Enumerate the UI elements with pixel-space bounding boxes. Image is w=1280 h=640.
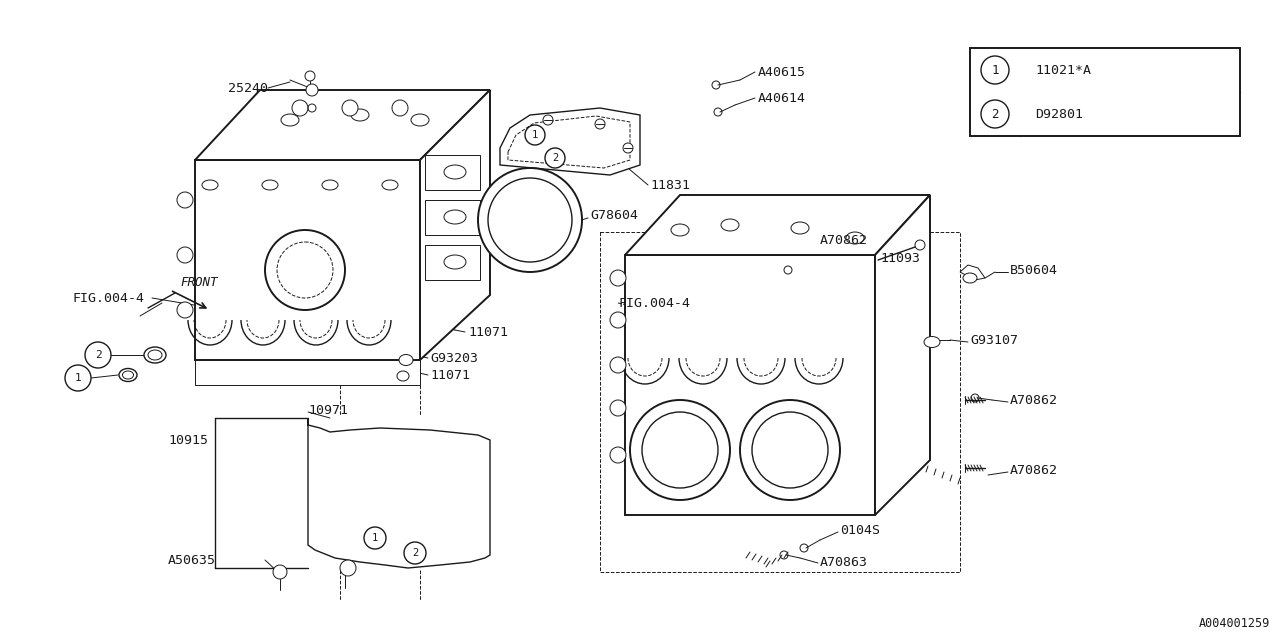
Text: 1: 1 xyxy=(991,63,998,77)
Circle shape xyxy=(404,542,426,564)
Polygon shape xyxy=(308,418,490,568)
Circle shape xyxy=(525,125,545,145)
Text: 11021*A: 11021*A xyxy=(1036,63,1091,77)
Circle shape xyxy=(265,230,346,310)
Bar xyxy=(425,200,480,235)
Ellipse shape xyxy=(397,371,410,381)
Circle shape xyxy=(340,560,356,576)
Circle shape xyxy=(740,400,840,500)
Text: A004001259: A004001259 xyxy=(1199,617,1270,630)
Text: 2: 2 xyxy=(412,548,419,558)
Circle shape xyxy=(177,247,193,263)
Circle shape xyxy=(980,100,1009,128)
Text: FRONT: FRONT xyxy=(180,275,218,289)
Ellipse shape xyxy=(145,347,166,363)
Ellipse shape xyxy=(119,369,137,381)
Text: A70862: A70862 xyxy=(1010,463,1059,477)
Text: A50635: A50635 xyxy=(168,554,216,566)
Ellipse shape xyxy=(924,337,940,348)
Text: A70862: A70862 xyxy=(1010,394,1059,406)
Bar xyxy=(425,155,480,190)
Circle shape xyxy=(611,270,626,286)
Text: 1: 1 xyxy=(372,533,378,543)
Circle shape xyxy=(273,565,287,579)
Circle shape xyxy=(630,400,730,500)
Text: 25240: 25240 xyxy=(228,81,268,95)
Circle shape xyxy=(177,192,193,208)
Text: 1: 1 xyxy=(74,373,82,383)
Circle shape xyxy=(342,100,358,116)
Circle shape xyxy=(611,447,626,463)
Polygon shape xyxy=(960,265,986,280)
Circle shape xyxy=(611,312,626,328)
Text: 10915: 10915 xyxy=(168,433,209,447)
Ellipse shape xyxy=(399,355,413,365)
Text: 11831: 11831 xyxy=(650,179,690,191)
Circle shape xyxy=(623,143,634,153)
Text: 0104S: 0104S xyxy=(840,524,881,536)
Text: D92801: D92801 xyxy=(1036,108,1083,120)
Text: G93203: G93203 xyxy=(430,351,477,365)
Bar xyxy=(970,48,1240,136)
Circle shape xyxy=(543,115,553,125)
Polygon shape xyxy=(420,90,490,360)
Circle shape xyxy=(477,168,582,272)
Text: A70863: A70863 xyxy=(820,556,868,568)
Circle shape xyxy=(611,357,626,373)
Text: B50604: B50604 xyxy=(1010,264,1059,276)
Polygon shape xyxy=(625,195,931,255)
Text: 11093: 11093 xyxy=(881,252,920,264)
Circle shape xyxy=(392,100,408,116)
Text: 10971: 10971 xyxy=(308,403,348,417)
Text: G93107: G93107 xyxy=(970,333,1018,346)
Text: 1: 1 xyxy=(532,130,538,140)
Circle shape xyxy=(292,100,308,116)
Text: 11071: 11071 xyxy=(430,369,470,381)
Polygon shape xyxy=(195,160,420,360)
Text: A40614: A40614 xyxy=(758,92,806,104)
Ellipse shape xyxy=(963,273,977,283)
Circle shape xyxy=(915,240,925,250)
Circle shape xyxy=(305,71,315,81)
Text: 2: 2 xyxy=(95,350,101,360)
Text: 2: 2 xyxy=(991,108,998,120)
Circle shape xyxy=(545,148,564,168)
Text: 11071: 11071 xyxy=(468,326,508,339)
Circle shape xyxy=(84,342,111,368)
Text: A70862: A70862 xyxy=(820,234,868,246)
Text: A40615: A40615 xyxy=(758,65,806,79)
Text: FIG.004-4: FIG.004-4 xyxy=(72,291,145,305)
Polygon shape xyxy=(195,90,490,160)
Circle shape xyxy=(65,365,91,391)
Circle shape xyxy=(177,302,193,318)
Polygon shape xyxy=(500,108,640,175)
Polygon shape xyxy=(195,360,420,385)
Circle shape xyxy=(306,84,317,96)
Polygon shape xyxy=(625,255,876,515)
Text: G78604: G78604 xyxy=(590,209,637,221)
Bar xyxy=(425,245,480,280)
Circle shape xyxy=(611,400,626,416)
Text: FIG.004-4: FIG.004-4 xyxy=(618,296,690,310)
Circle shape xyxy=(364,527,387,549)
Circle shape xyxy=(595,119,605,129)
Polygon shape xyxy=(876,195,931,515)
Text: 2: 2 xyxy=(552,153,558,163)
Circle shape xyxy=(980,56,1009,84)
